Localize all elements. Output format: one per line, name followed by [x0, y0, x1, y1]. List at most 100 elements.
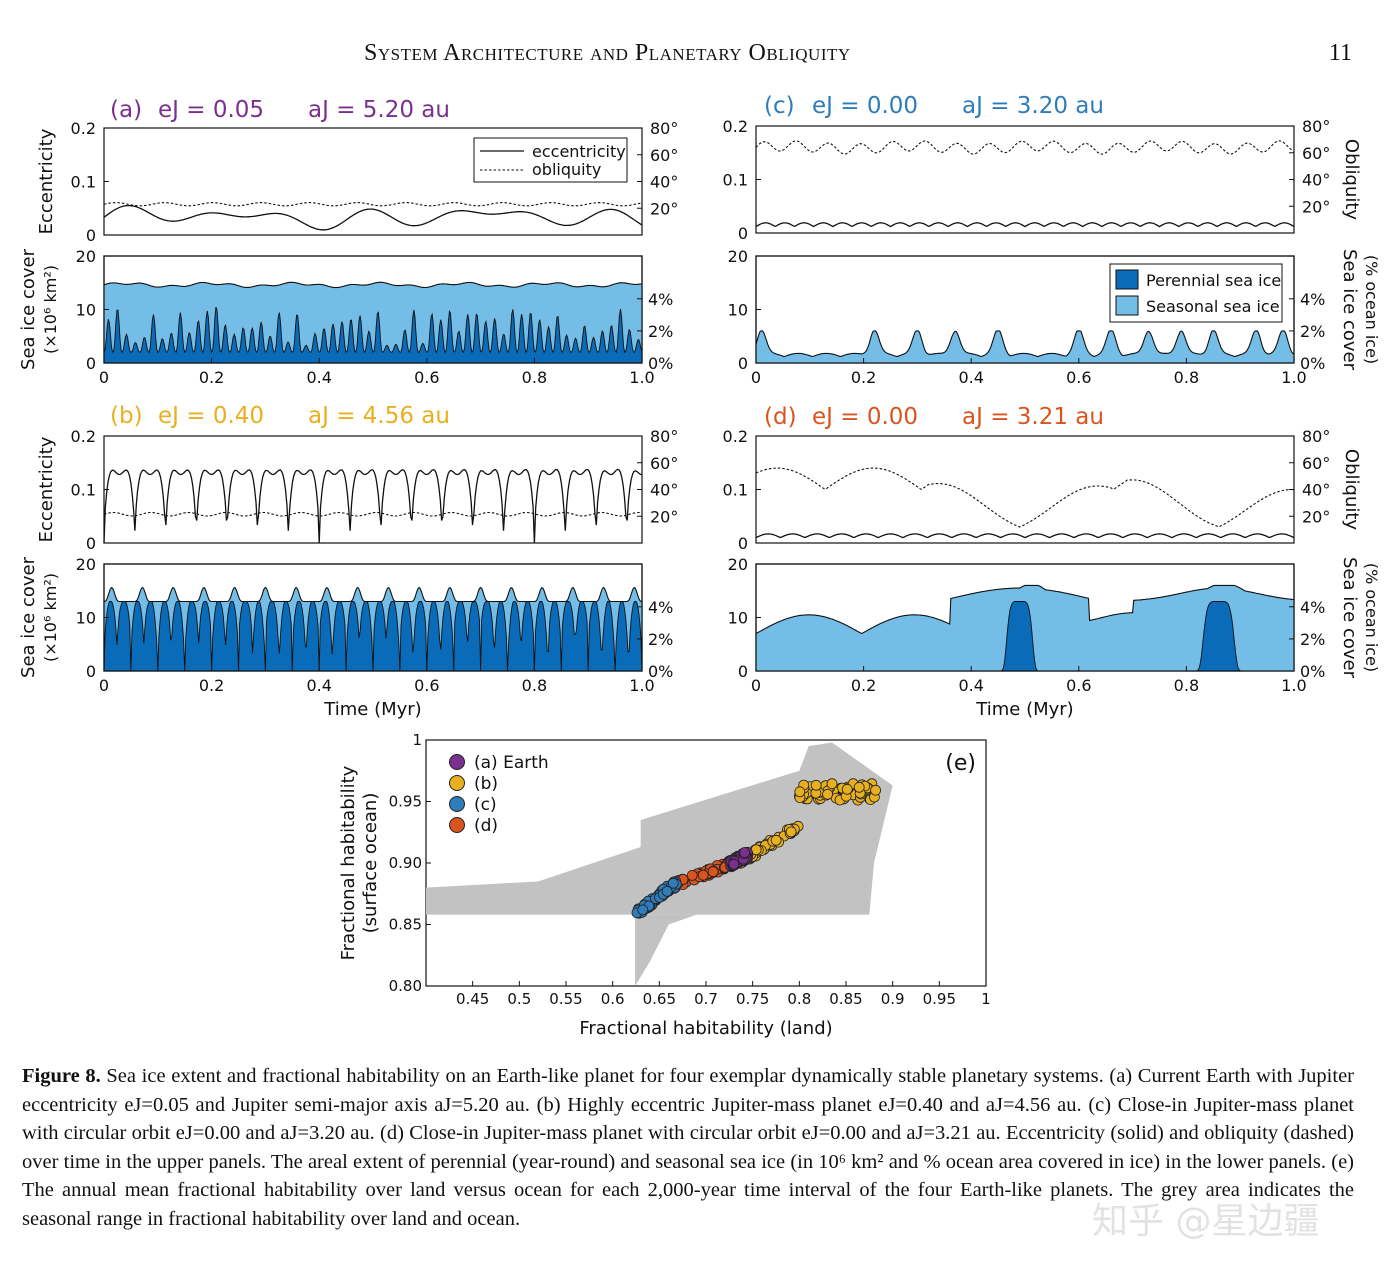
- seaice-axis-label: Sea ice cover: [18, 248, 39, 370]
- caption-label: Figure 8.: [22, 1065, 101, 1087]
- legend-e-label: (d): [474, 816, 498, 836]
- pct-tick-label: 4%: [648, 598, 673, 617]
- panel-a-aj: aJ = 5.20 au: [308, 97, 450, 123]
- scatter-point-1: [853, 781, 865, 793]
- hab-y-tick-label: 1: [412, 731, 422, 749]
- pct-tick-label: 0%: [1300, 662, 1325, 681]
- ecc-tick-label: 0.1: [71, 173, 96, 192]
- seasonal-range-area: [426, 742, 893, 915]
- time-tick-label: 0.2: [851, 676, 876, 695]
- hab-y-tick-label: 0.80: [389, 977, 422, 995]
- obl-tick-label: 20°: [1302, 197, 1330, 216]
- legend-perennial-swatch: [1115, 269, 1139, 290]
- seaice-pct-label: (% ocean ice): [1362, 563, 1381, 672]
- panel-d-upper-frame: [755, 435, 1295, 544]
- ecc-tick-label: 0: [738, 534, 748, 553]
- time-axis-label: Time (Myr): [323, 699, 421, 720]
- scatter-point-3: [686, 870, 698, 881]
- legend-e-label: (b): [474, 774, 498, 794]
- perennial-ice-area: [104, 307, 642, 363]
- scatter-point-1: [841, 783, 853, 795]
- hab-y-tick-label: 0.95: [389, 793, 422, 811]
- panel-a-ej: eJ = 0.05: [158, 97, 264, 123]
- ice-tick-label: 0: [738, 354, 748, 373]
- eccentricity-axis-label: Eccentricity: [36, 436, 57, 542]
- perennial-ice-area: [756, 601, 1294, 671]
- ice-tick-label: 20: [728, 555, 748, 574]
- time-tick-label: 0.6: [414, 676, 439, 695]
- seasonal-ice-area: [104, 587, 642, 671]
- time-axis-label: Time (Myr): [975, 699, 1073, 720]
- scatter-point-1: [822, 788, 833, 800]
- hab-x-tick-label: 0.85: [829, 990, 862, 1008]
- panel-b-label: (b): [110, 403, 143, 429]
- hab-x-tick-label: 0.55: [549, 990, 582, 1008]
- eccentricity-line: [755, 533, 1295, 539]
- time-tick-label: 1.0: [1281, 368, 1306, 387]
- figure-caption: Figure 8. Sea ice extent and fractional …: [22, 1062, 1354, 1234]
- ecc-tick-label: 0.1: [723, 171, 748, 190]
- hab-y-axis-label-1: Fractional habitability: [338, 765, 359, 960]
- scatter-point-1: [785, 826, 797, 838]
- obl-tick-label: 60°: [1302, 454, 1330, 473]
- panel-b-ej: eJ = 0.40: [158, 403, 264, 429]
- legend-e-marker: [449, 817, 465, 833]
- obl-tick-label: 40°: [650, 173, 678, 192]
- time-tick-label: 0.8: [1174, 368, 1199, 387]
- panel-c-aj: aJ = 3.20 au: [962, 93, 1104, 119]
- time-tick-label: 1.0: [629, 676, 654, 695]
- hab-x-axis-label: Fractional habitability (land): [579, 1018, 832, 1039]
- scatter-point-1: [826, 778, 838, 790]
- seasonal-ice-outline: [103, 281, 643, 289]
- time-tick-label: 0.4: [958, 676, 983, 695]
- legend-obliquity: obliquity: [532, 160, 601, 179]
- hab-x-tick-label: 0.65: [643, 990, 676, 1008]
- seaice-unit-label: (×10⁶ km²): [41, 573, 60, 662]
- legend-e-label: (c): [474, 795, 497, 815]
- scatter-point-1: [870, 784, 881, 796]
- time-tick-label: 1.0: [1281, 676, 1306, 695]
- legend-c-box: [1109, 263, 1283, 323]
- scatter-point-0: [739, 847, 751, 858]
- figure-panels: (a) eJ = 0.05 aJ = 5.20 au 0 0.1 0.2 20° 40° 60°…: [18, 93, 1381, 1039]
- legend-eccentricity: eccentricity: [532, 142, 626, 161]
- scatter-point-3: [707, 866, 719, 877]
- eccentricity-line: [755, 222, 1295, 228]
- obliquity-axis-label: Obliquity: [1341, 139, 1362, 220]
- legend-seasonal-swatch: [1115, 295, 1139, 316]
- scatter-point-1: [794, 786, 806, 798]
- ecc-tick-label: 0.1: [723, 481, 748, 500]
- panel-c-ej: eJ = 0.00: [812, 93, 918, 119]
- ice-tick-label: 10: [76, 609, 96, 628]
- ecc-tick-label: 0: [738, 224, 748, 243]
- panel-d-aj: aJ = 3.21 au: [962, 404, 1104, 430]
- seaice-right-label: Sea ice cover: [1339, 557, 1360, 679]
- caption-text: Sea ice extent and fractional habitabili…: [22, 1065, 1355, 1230]
- panel-d-ej: eJ = 0.00: [812, 404, 918, 430]
- ice-tick-label: 10: [728, 301, 748, 320]
- obl-tick-label: 60°: [650, 146, 678, 165]
- ecc-tick-label: 0.2: [71, 119, 96, 138]
- scatter-point-2: [667, 877, 679, 889]
- panel-d-label: (d): [764, 404, 797, 430]
- obl-tick-label: 80°: [650, 427, 678, 446]
- ecc-tick-label: 0.1: [71, 481, 96, 500]
- ice-tick-label: 0: [86, 662, 96, 681]
- time-tick-label: 0.4: [958, 368, 983, 387]
- pct-tick-label: 2%: [1300, 630, 1325, 649]
- legend-a-box: [473, 137, 628, 183]
- seasonal-ice-outline: [755, 330, 1295, 358]
- legend-e-marker: [449, 754, 465, 770]
- obl-tick-label: 20°: [650, 507, 678, 526]
- panel-b-upper-frame: [103, 435, 643, 544]
- obliquity-axis-label: Obliquity: [1341, 449, 1362, 530]
- hab-y-tick-label: 0.90: [389, 854, 422, 872]
- legend-e-marker: [449, 796, 465, 812]
- eccentricity-line: [103, 204, 643, 231]
- time-tick-label: 0.8: [522, 676, 547, 695]
- ice-tick-label: 10: [76, 301, 96, 320]
- hab-x-tick-label: 1: [981, 990, 991, 1008]
- time-tick-label: 0: [99, 676, 109, 695]
- panel-c-label: (c): [764, 93, 795, 119]
- seasonal-range-tail: [635, 914, 697, 986]
